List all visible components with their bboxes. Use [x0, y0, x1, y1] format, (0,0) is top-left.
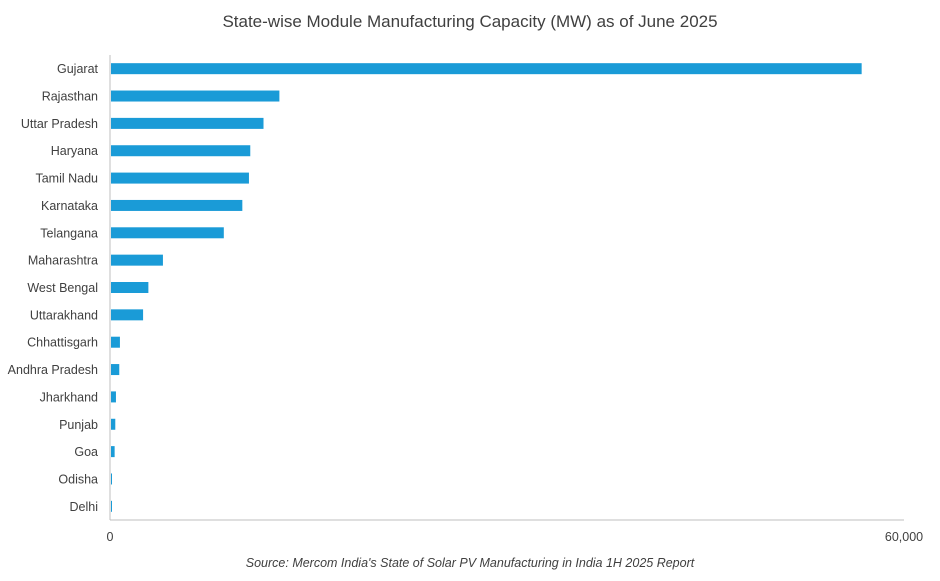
category-label-uttarakhand: Uttarakhand: [30, 308, 98, 322]
category-label-west-bengal: West Bengal: [27, 281, 98, 295]
bar-haryana: [111, 145, 251, 157]
bar-goa: [111, 446, 115, 458]
category-label-odisha: Odisha: [58, 472, 98, 486]
category-labels-group: Gujarat Rajasthan Uttar Pradesh Haryana Tami…: [8, 62, 99, 514]
category-label-telangana: Telangana: [40, 226, 98, 240]
bar-rajasthan: [111, 90, 280, 102]
category-label-tamil-nadu: Tamil Nadu: [35, 172, 98, 186]
category-label-haryana: Haryana: [51, 144, 98, 158]
bar-gujarat: [111, 63, 862, 75]
category-label-delhi: Delhi: [70, 500, 99, 514]
category-label-punjab: Punjab: [59, 418, 98, 432]
category-label-jharkhand: Jharkhand: [40, 390, 98, 404]
bars-group: [111, 63, 862, 512]
category-label-uttar-pradesh: Uttar Pradesh: [21, 117, 98, 131]
bar-uttar-pradesh: [111, 117, 264, 129]
x-tick-label: 0: [107, 530, 114, 544]
category-label-rajasthan: Rajasthan: [42, 90, 98, 104]
category-label-goa: Goa: [74, 445, 98, 459]
bar-andhra-pradesh: [111, 364, 120, 376]
bar-uttarakhand: [111, 309, 144, 321]
x-tick-labels-group: 0 60,000: [107, 530, 924, 544]
x-tick-label: 60,000: [885, 530, 923, 544]
category-label-gujarat: Gujarat: [57, 62, 99, 76]
category-label-karnataka: Karnataka: [41, 199, 98, 213]
bar-maharashtra: [111, 254, 163, 266]
bar-punjab: [111, 418, 116, 430]
bar-karnataka: [111, 199, 243, 211]
bar-chhattisgarh: [111, 336, 120, 348]
bar-odisha: [111, 473, 112, 485]
category-label-chhattisgarh: Chhattisgarh: [27, 336, 98, 350]
bar-tamil-nadu: [111, 172, 249, 184]
bar-west-bengal: [111, 282, 149, 293]
category-label-andhra-pradesh: Andhra Pradesh: [8, 363, 98, 377]
chart-source-note: Source: Mercom India's State of Solar PV…: [245, 556, 695, 570]
category-label-maharashtra: Maharashtra: [28, 254, 98, 268]
bar-jharkhand: [111, 391, 116, 403]
bar-telangana: [111, 227, 224, 239]
bar-delhi: [111, 500, 112, 512]
chart-title: State-wise Module Manufacturing Capacity…: [222, 12, 718, 31]
